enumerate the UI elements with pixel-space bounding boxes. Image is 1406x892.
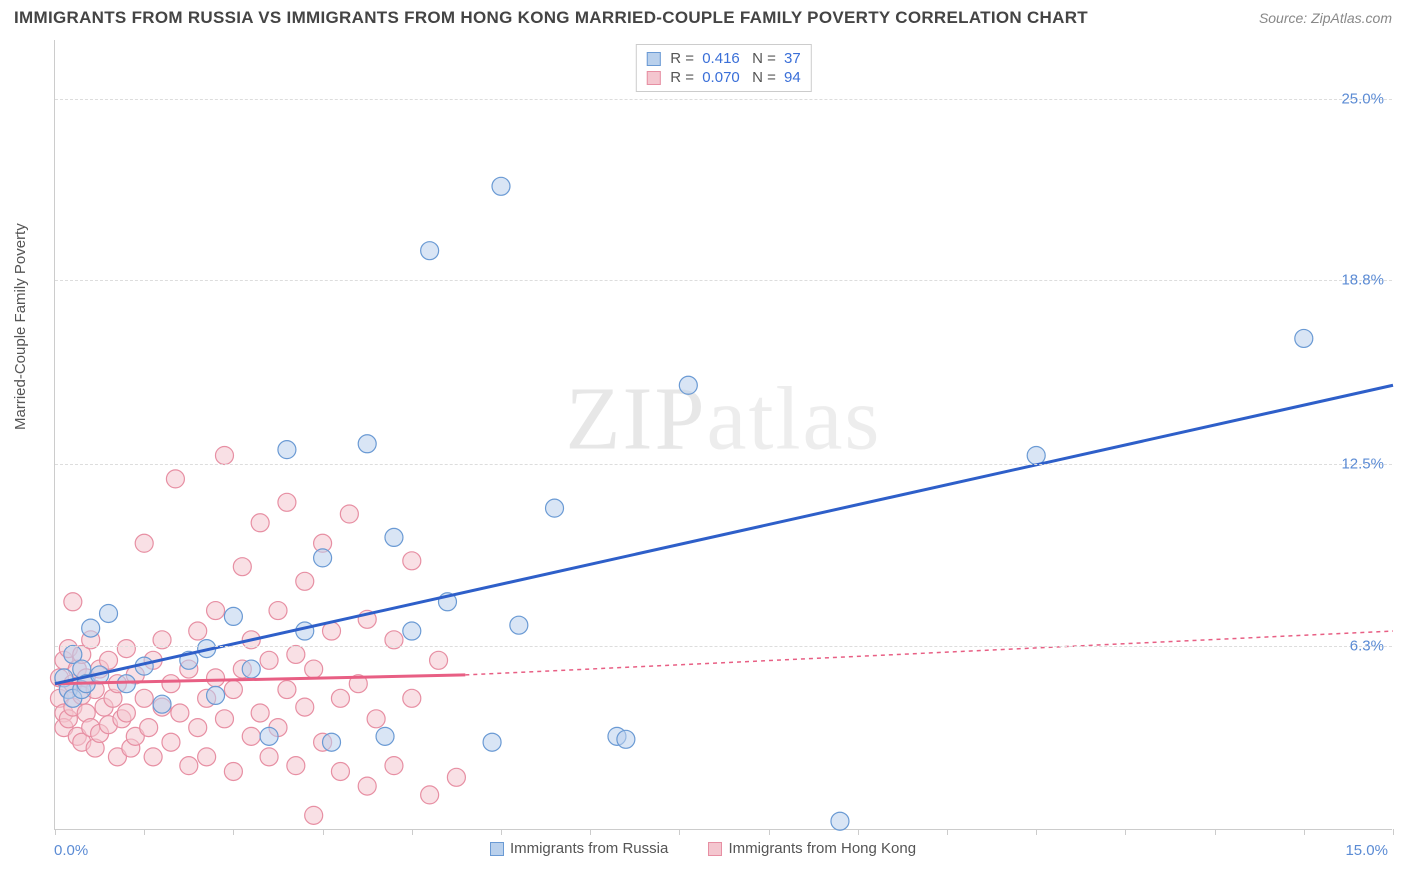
legend-n-label: N = — [744, 69, 780, 86]
swatch-icon — [490, 842, 504, 856]
series-label: Immigrants from Hong Kong — [728, 840, 916, 857]
legend-n-value: 37 — [784, 50, 801, 67]
legend-r-label: R = — [670, 69, 698, 86]
correlation-legend: R = 0.416 N = 37 R = 0.070 N = 94 — [635, 44, 811, 92]
legend-r-value: 0.416 — [702, 50, 740, 67]
legend-r-label: R = — [670, 50, 698, 67]
source-label: Source: ZipAtlas.com — [1259, 10, 1392, 26]
y-tick-label: 25.0% — [1341, 90, 1384, 107]
swatch-icon — [708, 842, 722, 856]
y-tick-label: 6.3% — [1350, 637, 1384, 654]
swatch-icon — [646, 52, 660, 66]
series-legend: Immigrants from Russia Immigrants from H… — [0, 840, 1406, 860]
legend-n-label: N = — [744, 50, 780, 67]
scatter-svg — [55, 40, 1392, 829]
series-label: Immigrants from Russia — [510, 840, 668, 857]
chart-plot-area: ZIPatlas R = 0.416 N = 37 R = 0.070 N = … — [54, 40, 1392, 830]
y-tick-label: 12.5% — [1341, 456, 1384, 473]
legend-n-value: 94 — [784, 69, 801, 86]
y-tick-label: 18.8% — [1341, 271, 1384, 288]
legend-r-value: 0.070 — [702, 69, 740, 86]
swatch-icon — [646, 71, 660, 85]
y-axis-label: Married-Couple Family Poverty — [12, 223, 29, 430]
chart-title: IMMIGRANTS FROM RUSSIA VS IMMIGRANTS FRO… — [14, 8, 1088, 28]
